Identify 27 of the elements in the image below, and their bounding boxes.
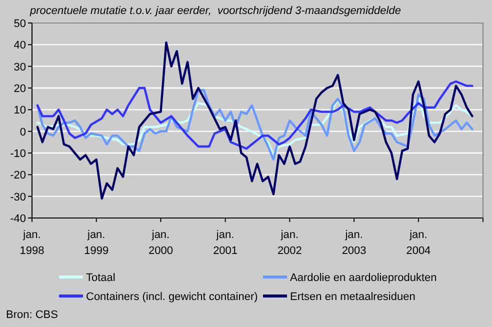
legend-label: Ertsen en metaalresiduen [290,291,416,303]
chart-title: procentuele mutatie t.o.v. jaar eerder, voortschrijdend 3-maandsgemiddelde [29,5,401,17]
x-tick-label: jan. 2001 [213,229,238,257]
y-tick-label: -30 [10,191,26,204]
line-series [36,96,474,156]
legend-label: Totaal [86,272,116,284]
y-tick-label: 20 [14,83,26,95]
x-tick-label: jan. 2004 [406,229,431,257]
line-series [36,80,474,150]
line-series [36,41,474,200]
x-tick-label: jan. 2002 [277,229,302,257]
x-tick-label: jan. 2003 [342,229,366,257]
legend-label: Containers (incl. gewicht container) [86,291,258,303]
y-tick-label: 0 [20,126,26,138]
y-tick-label: 40 [14,40,26,52]
y-tick-label: 30 [14,61,26,74]
x-tick-label: jan. 1998 [20,229,44,257]
x-tick-label: jan. 1999 [84,229,109,257]
y-tick-label: -20 [10,170,26,182]
legend-label: Aardolie en aardolieprodukten [290,272,437,284]
y-tick-label: -40 [10,213,26,225]
y-tick-label: -10 [10,148,26,160]
line-series [36,89,474,161]
text: Bron: CBS [6,309,58,321]
y-tick-label: 50 [14,18,26,30]
y-tick-label: 10 [14,104,26,117]
x-tick-label: jan. 2000 [148,229,173,257]
